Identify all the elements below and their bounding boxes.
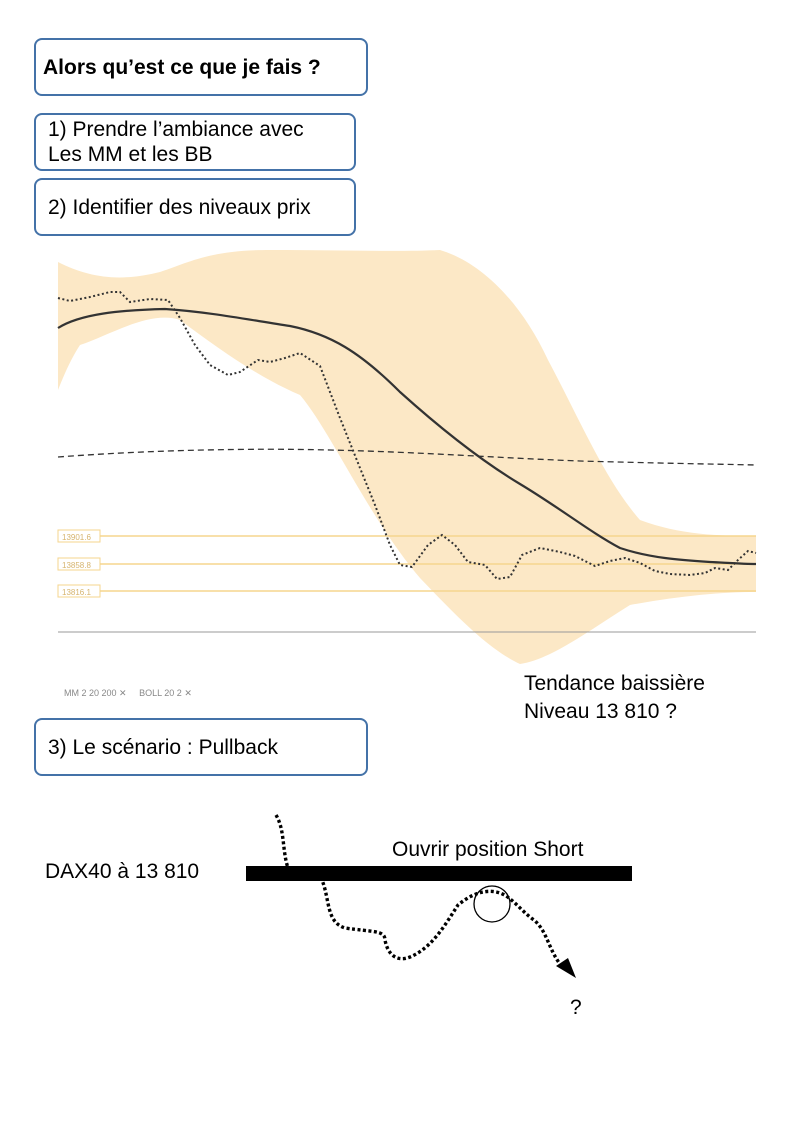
price-line [57, 291, 757, 581]
level-label-middle: 13858.8 [62, 561, 91, 570]
step-1-line-2: Les MM et les BB [48, 143, 213, 166]
boll-legend: BOLL 20 2 [139, 688, 182, 698]
arrow-head [556, 958, 576, 978]
step-3-line-1: 3) Le scénario : Pullback [48, 735, 278, 759]
bollinger-band [58, 250, 756, 664]
step-1-box: 1) Prendre l’ambiance avec Les MM et les… [34, 113, 356, 171]
trend-annotation: Tendance baissière Niveau 13 810 ? [524, 670, 705, 726]
step-3-box: 3) Le scénario : Pullback [34, 718, 368, 776]
price-levels: 13901.6 13858.8 13816.1 [57, 529, 756, 598]
step-1-line-1: 1) Prendre l’ambiance avec [48, 118, 304, 141]
mm-legend: MM 2 20 200 [64, 688, 117, 698]
trend-line-1: Tendance baissière [524, 672, 705, 695]
mm-close-icon[interactable]: ✕ [119, 688, 127, 698]
level-tag-middle [57, 557, 101, 571]
moving-average-20 [57, 307, 757, 566]
step-2-line-1: 2) Identifier des niveaux prix [48, 195, 311, 219]
page-title: Alors qu’est ce que je fais ? [43, 55, 321, 79]
boll-close-icon[interactable]: ✕ [184, 688, 192, 698]
indicator-legend: MM 2 20 200 ✕ BOLL 20 2 ✕ [64, 688, 192, 699]
level-label-upper: 13901.6 [62, 533, 91, 542]
outcome-label: ? [570, 996, 582, 1019]
action-label: Ouvrir position Short [392, 838, 584, 861]
price-label: DAX40 à 13 810 [45, 860, 200, 883]
level-label-lower: 13816.1 [62, 588, 91, 597]
level-tag-upper [57, 529, 101, 543]
title-box: Alors qu’est ce que je fais ? [34, 38, 368, 96]
trend-line-2: Niveau 13 810 ? [524, 700, 677, 723]
price-level-bar [246, 866, 632, 881]
step-2-box: 2) Identifier des niveaux prix [34, 178, 356, 236]
pullback-price-path [274, 814, 565, 970]
level-tag-lower [57, 584, 101, 598]
entry-point-circle [473, 885, 511, 923]
